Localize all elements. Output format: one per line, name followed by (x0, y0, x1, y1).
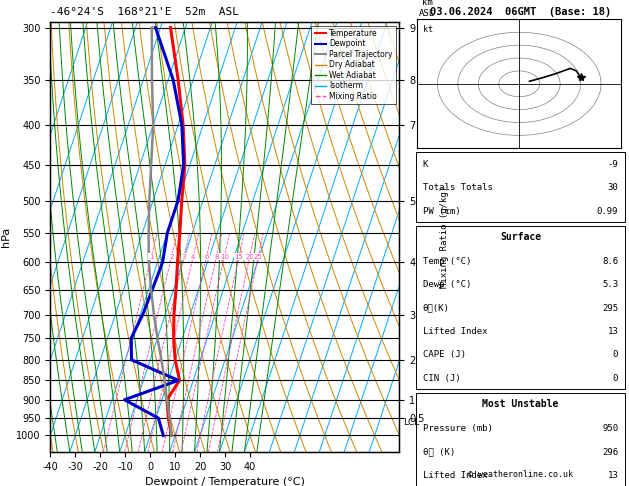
Text: 8: 8 (214, 254, 219, 260)
Text: 03.06.2024  06GMT  (Base: 18): 03.06.2024 06GMT (Base: 18) (430, 7, 611, 17)
Text: km
ASL: km ASL (420, 0, 435, 17)
Text: θᴇ(K): θᴇ(K) (423, 304, 450, 313)
Text: PW (cm): PW (cm) (423, 207, 460, 216)
Text: © weatheronline.co.uk: © weatheronline.co.uk (468, 469, 573, 479)
Text: CIN (J): CIN (J) (423, 374, 460, 383)
Text: 1: 1 (149, 254, 153, 260)
Text: -9: -9 (608, 160, 618, 169)
Text: 25: 25 (254, 254, 263, 260)
Text: 2: 2 (169, 254, 174, 260)
X-axis label: Dewpoint / Temperature (°C): Dewpoint / Temperature (°C) (145, 477, 305, 486)
Text: LCL: LCL (404, 418, 420, 427)
Y-axis label: hPa: hPa (1, 227, 11, 247)
Text: CAPE (J): CAPE (J) (423, 350, 466, 360)
Legend: Temperature, Dewpoint, Parcel Trajectory, Dry Adiabat, Wet Adiabat, Isotherm, Mi: Temperature, Dewpoint, Parcel Trajectory… (311, 26, 396, 104)
Text: 30: 30 (608, 183, 618, 192)
Text: 6: 6 (204, 254, 209, 260)
Text: 0: 0 (613, 350, 618, 360)
Text: Most Unstable: Most Unstable (482, 399, 559, 409)
Text: 0.99: 0.99 (597, 207, 618, 216)
Text: 13: 13 (608, 327, 618, 336)
Bar (416, 393, 625, 486)
Text: θᴇ (K): θᴇ (K) (423, 448, 455, 457)
Text: 5.3: 5.3 (602, 280, 618, 290)
Text: Pressure (mb): Pressure (mb) (423, 424, 493, 434)
Text: Temp (°C): Temp (°C) (423, 257, 471, 266)
Text: 10: 10 (220, 254, 229, 260)
Text: Lifted Index: Lifted Index (423, 327, 487, 336)
Bar (416, 152, 625, 222)
Text: 4: 4 (191, 254, 196, 260)
Text: 13: 13 (608, 471, 618, 480)
Text: 20: 20 (245, 254, 254, 260)
Text: 8.6: 8.6 (602, 257, 618, 266)
Text: 950: 950 (602, 424, 618, 434)
Text: Lifted Index: Lifted Index (423, 471, 487, 480)
Text: 0: 0 (613, 374, 618, 383)
Text: K: K (423, 160, 428, 169)
Text: Surface: Surface (500, 232, 541, 242)
Text: 296: 296 (602, 448, 618, 457)
Text: Totals Totals: Totals Totals (423, 183, 493, 192)
Text: kt: kt (423, 25, 433, 35)
Text: Dewp (°C): Dewp (°C) (423, 280, 471, 290)
Bar (416, 226, 625, 389)
Text: 295: 295 (602, 304, 618, 313)
Text: -46°24'S  168°21'E  52m  ASL: -46°24'S 168°21'E 52m ASL (50, 7, 239, 17)
Text: 3: 3 (182, 254, 186, 260)
Text: 15: 15 (235, 254, 243, 260)
Text: Mixing Ratio (g/kg): Mixing Ratio (g/kg) (440, 186, 449, 288)
